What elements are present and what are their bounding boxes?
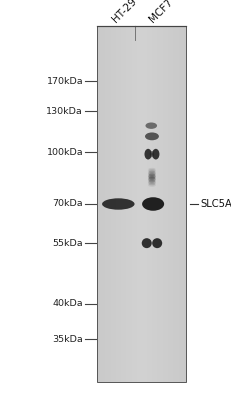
Ellipse shape [145,122,156,129]
Ellipse shape [148,176,155,180]
Ellipse shape [148,168,155,171]
Ellipse shape [148,178,155,181]
Ellipse shape [141,238,151,248]
Text: 40kDa: 40kDa [52,299,83,308]
Text: 70kDa: 70kDa [52,200,83,208]
Ellipse shape [148,175,155,178]
Ellipse shape [141,197,164,211]
Ellipse shape [144,149,151,160]
Text: 130kDa: 130kDa [46,107,83,116]
Ellipse shape [148,181,155,184]
Ellipse shape [152,149,159,160]
Text: 55kDa: 55kDa [52,239,83,248]
Ellipse shape [102,198,134,210]
Ellipse shape [148,182,155,185]
Ellipse shape [144,132,158,140]
Ellipse shape [149,151,153,157]
Text: HT-29: HT-29 [110,0,138,24]
Text: SLC5A6: SLC5A6 [199,199,231,209]
Text: MCF7: MCF7 [147,0,174,24]
Ellipse shape [148,169,155,172]
Ellipse shape [148,184,155,187]
Ellipse shape [148,180,155,182]
Ellipse shape [148,172,155,175]
Text: 100kDa: 100kDa [46,148,83,157]
Ellipse shape [152,238,161,248]
Ellipse shape [148,171,155,174]
Text: 35kDa: 35kDa [52,335,83,344]
Text: 170kDa: 170kDa [46,77,83,86]
Ellipse shape [148,174,155,176]
